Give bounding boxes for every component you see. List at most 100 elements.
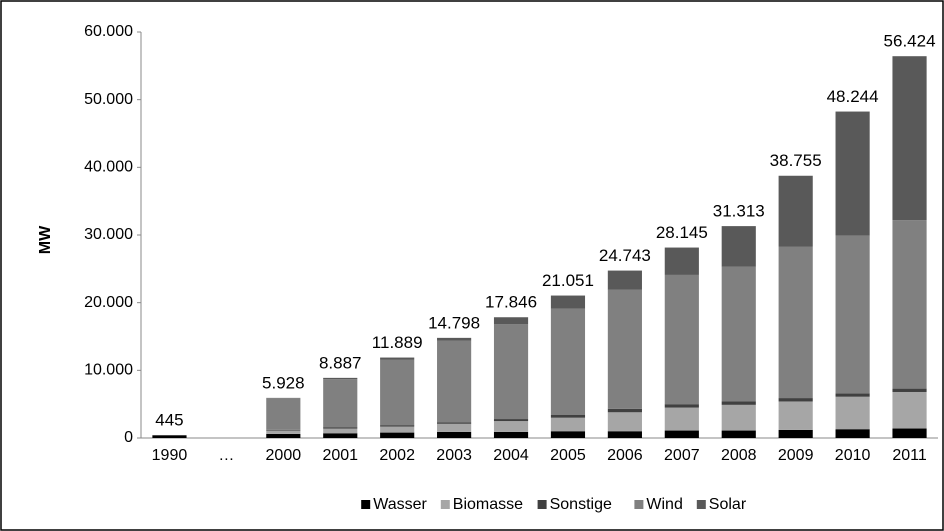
legend-swatch — [440, 500, 450, 509]
bar-segment — [721, 226, 756, 267]
total-label: 38.755 — [770, 151, 822, 170]
bar-segment — [380, 359, 415, 426]
bar-segment — [778, 401, 813, 430]
bar-segment — [437, 337, 472, 341]
bar-segment — [607, 270, 642, 290]
legend-label: Biomasse — [453, 496, 523, 513]
bar-segment — [550, 417, 586, 432]
bar-segment — [664, 404, 699, 408]
bar-segment — [323, 379, 358, 428]
bar-segment — [607, 408, 642, 413]
y-tick-label: 60.000 — [84, 23, 133, 40]
bar-segment — [323, 377, 358, 380]
x-tick-label: 1990 — [152, 447, 188, 464]
total-label: 48.244 — [827, 87, 879, 106]
y-tick-label: 50.000 — [84, 91, 133, 108]
bar-segment — [437, 422, 472, 424]
bar-segment — [323, 427, 358, 429]
bar-segment — [721, 430, 756, 438]
total-label: 56.424 — [884, 32, 936, 51]
bar-segment — [721, 401, 756, 405]
bar-segment — [266, 430, 301, 434]
bar-segment — [778, 175, 813, 247]
total-label: 24.743 — [599, 246, 651, 265]
bar-segment — [664, 407, 699, 431]
x-tick-label: 2001 — [322, 447, 358, 464]
bar-segment — [607, 412, 642, 432]
bar-segment — [493, 431, 529, 438]
legend-swatch — [634, 500, 644, 509]
y-tick-label: 40.000 — [84, 159, 133, 176]
bar-segment — [152, 435, 187, 438]
total-label: 14.798 — [428, 313, 480, 332]
legend-label: Wind — [646, 496, 682, 513]
bar-segment — [437, 423, 472, 432]
bar-segment — [266, 398, 301, 430]
x-tick-label: 2004 — [493, 447, 529, 464]
legend-label: Sonstige — [550, 496, 612, 513]
bar-segment — [892, 428, 927, 438]
total-label: 28.145 — [656, 223, 708, 242]
bar-segment — [721, 266, 756, 402]
bar-segment — [721, 404, 756, 431]
x-tick-label: 2006 — [607, 447, 643, 464]
y-tick-label: 0 — [124, 429, 133, 446]
total-label: 445 — [155, 410, 183, 429]
bar-segment — [664, 430, 699, 438]
bar-segment — [550, 308, 586, 415]
bar-segment — [778, 398, 813, 402]
y-tick-label: 20.000 — [84, 294, 133, 311]
bar-segment — [607, 289, 642, 409]
bar-segment — [380, 426, 415, 433]
total-label: 8.887 — [319, 353, 362, 372]
bar-segment — [437, 340, 472, 423]
total-label: 11.889 — [372, 333, 423, 352]
bar-segment — [550, 295, 586, 309]
bar-segment — [835, 111, 870, 236]
x-tick-label: 2002 — [379, 447, 415, 464]
bar-segment — [323, 428, 358, 434]
x-tick-label: 2000 — [266, 447, 302, 464]
x-tick-label: 2009 — [778, 447, 814, 464]
bar-segment — [380, 357, 415, 360]
legend-swatch — [537, 500, 547, 509]
bar-segment — [266, 429, 301, 431]
x-tick-label: 2011 — [892, 447, 927, 464]
bar-segment — [892, 391, 927, 429]
bar-segment — [323, 433, 358, 438]
bar-segment — [778, 429, 813, 438]
bar-segment — [664, 274, 699, 405]
total-label: 5.928 — [262, 373, 305, 392]
total-label: 17.846 — [485, 293, 537, 312]
bar-segment — [493, 317, 529, 325]
bar-segment — [892, 220, 927, 389]
bar-segment — [550, 431, 586, 438]
bar-segment — [550, 414, 586, 418]
bar-segment — [493, 419, 529, 422]
bar-segment — [437, 431, 472, 438]
bar-segment — [835, 235, 870, 394]
x-tick-label: 2010 — [835, 447, 871, 464]
y-axis-label: MW — [37, 225, 54, 254]
x-tick-label: … — [218, 447, 234, 464]
total-label: 31.313 — [713, 202, 765, 221]
y-tick-label: 30.000 — [84, 226, 133, 243]
legend-swatch — [361, 500, 371, 509]
total-label: 21.051 — [542, 271, 594, 290]
bar-segment — [493, 421, 529, 432]
x-tick-label: 2005 — [550, 447, 586, 464]
bar-segment — [835, 393, 870, 397]
bar-segment — [664, 247, 699, 275]
legend-label: Wasser — [373, 496, 427, 513]
bar-segment — [380, 425, 415, 427]
bar-segment — [892, 388, 927, 392]
bar-segment — [892, 56, 927, 221]
bar-segment — [493, 324, 529, 420]
bar-segment — [607, 431, 642, 438]
bar-segment — [835, 429, 870, 438]
x-tick-label: 2008 — [721, 447, 757, 464]
bar-segment — [266, 433, 301, 438]
legend-swatch — [696, 500, 706, 509]
y-tick-label: 10.000 — [84, 362, 133, 379]
